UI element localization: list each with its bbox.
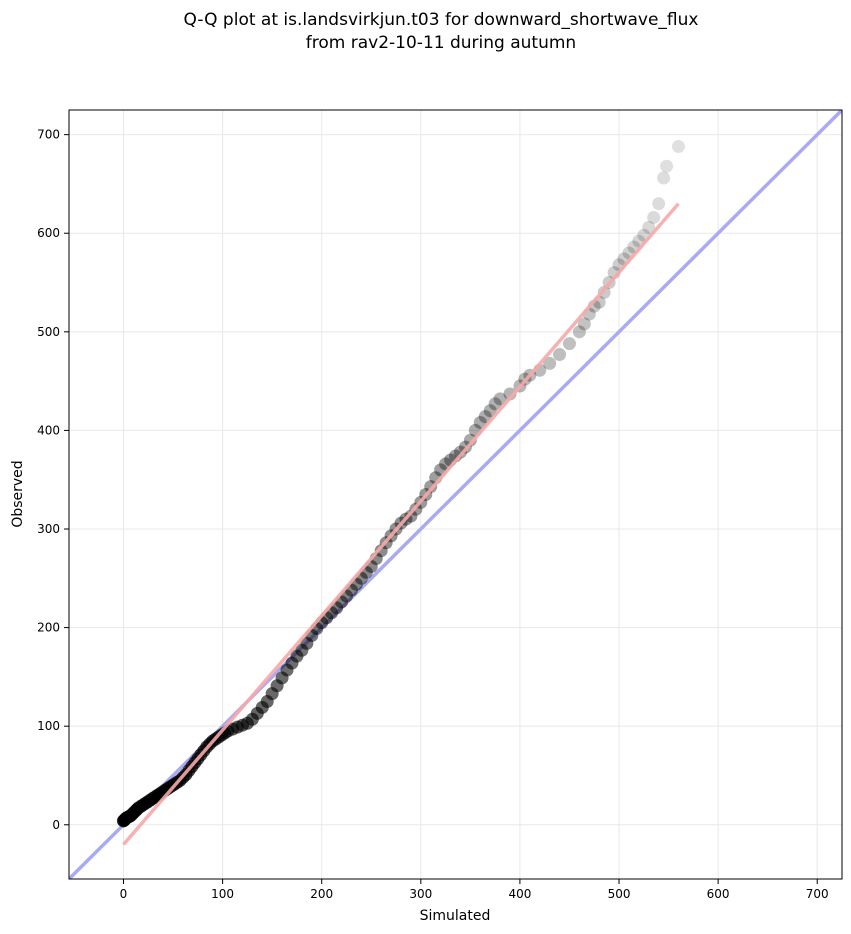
y-tick-label: 0	[52, 818, 60, 832]
y-tick-label: 700	[37, 128, 60, 142]
qq-point	[642, 220, 656, 234]
qq-point	[572, 325, 586, 339]
grid-lines	[69, 110, 842, 879]
qq-point	[483, 404, 497, 418]
x-tick-label: 700	[806, 887, 829, 901]
qq-point	[453, 445, 467, 459]
fit-line-layer	[122, 202, 680, 846]
qq-point	[503, 387, 517, 401]
qq-point	[660, 159, 674, 173]
y-tick-label: 500	[37, 325, 60, 339]
qq-point	[473, 416, 487, 430]
y-tick-label: 400	[37, 423, 60, 437]
qq-point	[562, 337, 576, 351]
chart-title-line-2: from rav2-10-11 during autumn	[306, 33, 576, 53]
x-axis-label: Simulated	[420, 908, 491, 924]
qq-point	[652, 197, 666, 211]
x-tick-label: 0	[120, 887, 128, 901]
qq-point	[478, 410, 492, 424]
qq-point	[404, 509, 418, 523]
qq-point	[657, 171, 671, 185]
qq-point	[463, 433, 477, 447]
axis-ticks: 0 100 200 300 400 500 600 700 0 100 200 300 400 500 60…	[37, 128, 829, 901]
qq-point	[543, 356, 557, 370]
qq-point	[577, 317, 591, 331]
x-tick-label: 500	[608, 887, 631, 901]
qq-point	[553, 348, 567, 362]
y-tick-label: 100	[37, 719, 60, 733]
x-tick-label: 100	[211, 887, 234, 901]
x-tick-label: 300	[409, 887, 432, 901]
y-axis-label: Observed	[10, 460, 26, 527]
x-tick-label: 200	[310, 887, 333, 901]
y-tick-label: 600	[37, 226, 60, 240]
x-tick-label: 600	[707, 887, 730, 901]
chart-title-line-1: Q-Q plot at is.landsvirkjun.t03 for down…	[184, 10, 699, 30]
fit-line	[122, 202, 680, 846]
x-tick-label: 400	[508, 887, 531, 901]
y-tick-label: 300	[37, 522, 60, 536]
plot-frame	[68, 109, 843, 880]
y-tick-label: 200	[37, 621, 60, 635]
qq-point	[488, 397, 502, 411]
qq-point	[493, 392, 507, 406]
qq-point	[374, 544, 388, 558]
qq-point	[671, 139, 685, 153]
qq-point	[647, 210, 661, 224]
